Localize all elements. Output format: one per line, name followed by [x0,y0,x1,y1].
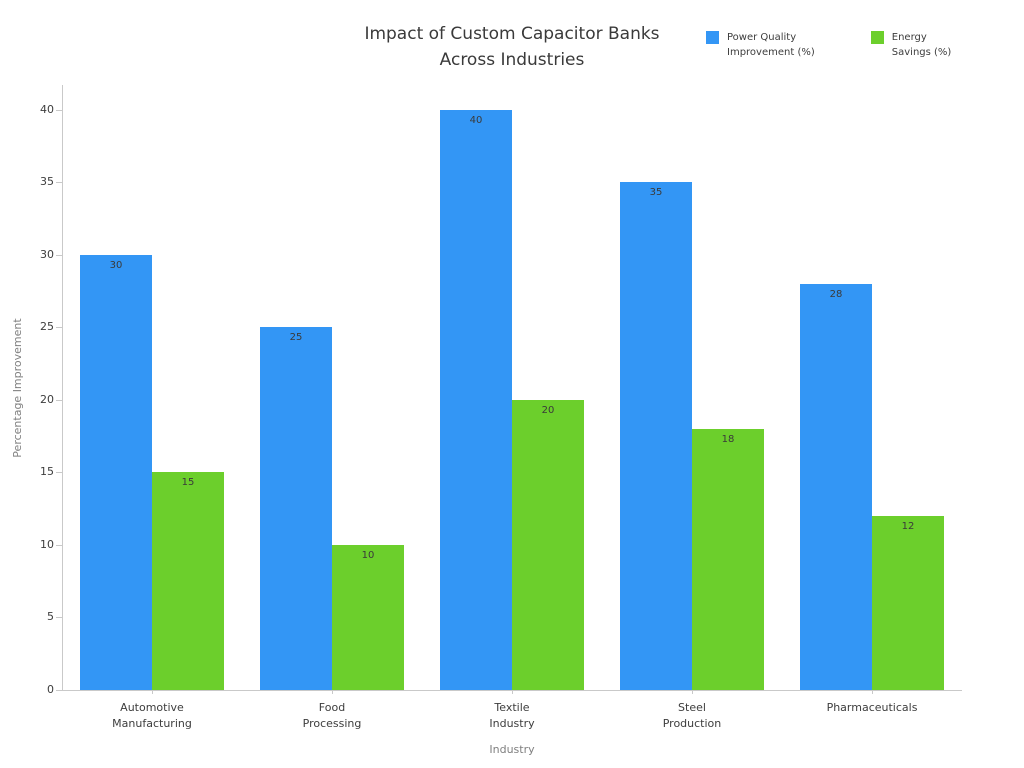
x-tick-label: Pharmaceuticals [826,701,918,714]
bar-value-label: 18 [721,433,735,445]
bar-value-label: 10 [361,549,375,561]
y-tick-mark [56,254,62,256]
bar-value-label: 30 [109,259,123,271]
bar-energy-savings [872,515,944,690]
y-tick-label: 30 [40,247,54,261]
bar-power-quality [260,327,332,690]
y-tick-label: 5 [47,610,54,624]
bar-power-quality [440,109,512,690]
y-tick-label: 35 [40,175,54,189]
bar-power-quality [620,182,692,690]
legend-label: Energy Savings (%) [891,32,952,58]
legend-item: Energy Savings (%) [870,30,952,60]
y-tick-mark [56,690,62,691]
bar-energy-savings [152,472,224,690]
bar-energy-savings [692,428,764,690]
bar-value-label: 25 [289,332,303,344]
y-axis-spine [62,85,63,690]
x-tick-mark [692,690,693,694]
y-tick-label: 0 [47,683,54,696]
x-tick-label: Automotive Manufacturing [112,701,192,730]
bar-power-quality [80,254,152,690]
legend-swatch-icon [870,31,884,44]
bar-value-label: 15 [181,477,195,489]
y-tick-mark [56,109,62,111]
bar-value-label: 35 [649,187,663,199]
x-tick-mark [332,690,333,694]
bar-value-label: 20 [541,404,555,416]
y-tick-mark [56,617,62,619]
y-tick-label: 10 [40,537,54,551]
x-tick-mark [872,690,873,694]
y-tick-mark [56,182,62,184]
bar-value-label: 40 [469,114,483,126]
bar-value-label: 12 [901,520,915,532]
y-tick-label: 40 [40,102,54,116]
bar-power-quality [800,283,872,690]
legend-item: Power Quality Improvement (%) [706,30,815,60]
x-tick-label: Steel Production [662,701,722,730]
legend-label: Power Quality Improvement (%) [727,32,815,58]
chart-legend: Power Quality Improvement (%) Energy Savi… [706,30,951,60]
y-tick-mark [56,327,62,329]
bar-energy-savings [332,544,404,690]
x-tick-label: Textile Industry [489,701,535,730]
legend-swatch-icon [706,31,719,44]
y-tick-label: 20 [40,392,54,406]
y-tick-mark [56,544,62,546]
y-tick-mark [56,472,62,474]
y-tick-mark [56,399,62,401]
x-tick-mark [152,690,153,694]
bar-value-label: 28 [829,288,843,300]
x-tick-label: Food Processing [302,701,362,730]
bar-energy-savings [512,399,584,690]
x-axis-title: Industry [489,743,535,756]
x-tick-mark [512,690,513,694]
y-tick-label: 15 [40,465,54,479]
chart-title: Impact of Custom Capacitor Banks Across … [364,24,660,70]
y-tick-label: 25 [40,320,54,334]
